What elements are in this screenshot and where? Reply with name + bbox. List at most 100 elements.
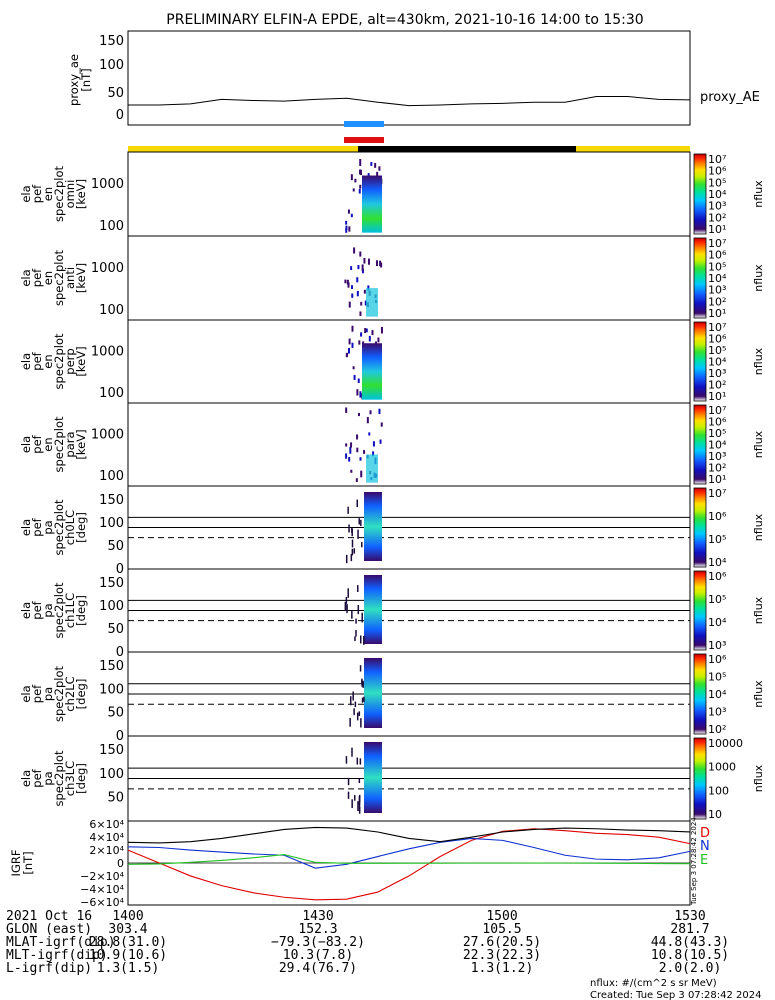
spec-panel-5-ylabel-0: ela xyxy=(19,602,33,619)
proxy-ytick-50: 50 xyxy=(107,86,124,101)
spec-panel-5-ytick-3: 0 xyxy=(116,645,124,660)
igrf-legend-d: D xyxy=(700,826,710,841)
igrf-legend-e: E xyxy=(700,853,708,868)
spec-panel-1-pixel xyxy=(351,293,354,298)
spec-panel-3-pixel xyxy=(356,434,359,440)
spec-panel-3-cbar-tick-4: 10³ xyxy=(708,450,726,463)
spec-panel-1-pixel xyxy=(379,260,382,267)
spec-panel-3-pixel xyxy=(368,432,371,436)
spec-panel-7-colorbar xyxy=(693,737,707,820)
spec-panel-2-ylabel-1: pef xyxy=(30,351,44,370)
footer-row-3-value-0: 10.9(10.6) xyxy=(89,948,167,963)
spec-panel-3-pixel xyxy=(356,447,359,453)
spec-panel-1-pixel xyxy=(350,266,353,271)
spec-panel-2-pixel xyxy=(368,335,371,342)
zone-bar-yellow-left xyxy=(128,146,358,152)
spec-panel-4-ytick-0: 150 xyxy=(99,493,124,508)
spec-panel-1-pixel xyxy=(380,262,383,268)
proxy-ae-panel: 150 100 50 0 proxy_ae [nT] proxy_AE xyxy=(67,30,760,126)
spec-panel-3-pixel xyxy=(366,417,369,424)
spec-panel-2-cbar-tick-6: 10¹ xyxy=(708,390,726,403)
footer-row-4-label: L-igrf(dip) xyxy=(6,961,92,976)
spec-panel-0-cbar-tick-4: 10³ xyxy=(708,200,726,213)
spec-panel-4-pixel xyxy=(345,554,348,564)
spec-panel-0-pixel xyxy=(345,220,348,225)
spec-panel-0-cbar-tick-3: 10⁴ xyxy=(708,188,727,201)
spec-panel-5-pixel xyxy=(345,596,348,604)
footer-row-3-value-1: 10.3(7.8) xyxy=(283,948,353,963)
spec-panel-0-pixel xyxy=(359,184,362,189)
spec-panel-4-ylabel-2: pa xyxy=(41,520,55,534)
spec-panel-3-pixel xyxy=(369,410,372,415)
spec-panel-3-pixel xyxy=(379,439,382,444)
spec-panel-3-pixel xyxy=(348,456,351,462)
spec-panel-0-flux-block xyxy=(362,175,382,233)
spec-panel-0-ytick-0: 1000 xyxy=(91,177,124,192)
spec-panel-3-cbar-tick-3: 10⁴ xyxy=(708,439,727,452)
spec-panel-5-flux-blob xyxy=(364,575,382,644)
marker-red xyxy=(344,137,384,143)
spec-panel-6-pixel xyxy=(361,678,363,685)
spec-panel-1-pixel xyxy=(359,311,362,316)
proxy-ae-legend: proxy_AE xyxy=(700,90,760,105)
footer-row-3-label: MLT-igrf(dip) xyxy=(6,948,108,963)
figure-title: PRELIMINARY ELFIN-A EPDE, alt=430km, 202… xyxy=(166,12,643,28)
spec-panel-0-cbar-tick-6: 10¹ xyxy=(708,223,726,236)
igrf-line-e xyxy=(127,854,691,865)
spec-panel-3-pixel xyxy=(345,443,348,447)
spec-panel-2-ytick-0: 1000 xyxy=(91,345,124,360)
spec-panel-3-flux-block xyxy=(366,454,378,483)
footer-row-2-value-3: 44.8(43.3) xyxy=(651,935,729,950)
spec-panel-7-pixel xyxy=(347,777,350,786)
spec-panel-5-colorbar xyxy=(693,570,707,651)
spec-panel-7-cbar-tick-1: 1000 xyxy=(708,761,736,774)
spec-panel-4-ytick-1: 100 xyxy=(99,516,124,531)
spec-panel-7-pixel xyxy=(345,756,348,764)
spec-panel-7-cbar-tick-2: 100 xyxy=(708,784,729,797)
spec-panel-0-pixel xyxy=(358,188,361,194)
spec-panel-2-ylabel-5: [keV] xyxy=(74,346,88,376)
spec-panel-7-cbar-label: nflux xyxy=(752,764,765,792)
spec-panel-2-pixel xyxy=(364,328,367,334)
footer-row-4-value-1: 29.4(76.7) xyxy=(279,961,357,976)
spec-panel-7-ylabel-5: [deg] xyxy=(74,763,88,794)
spec-panel-6-pixel xyxy=(349,717,351,727)
spec-panel-0-pixel xyxy=(374,163,377,168)
zone-bar-black xyxy=(358,146,576,152)
spec-panel-5-ytick-1: 100 xyxy=(99,599,124,614)
spec-panel-7-pixel xyxy=(358,778,361,784)
spec-panel-3-pixel xyxy=(350,442,353,448)
spec-panel-7-pixel xyxy=(347,791,350,799)
spec-panel-6-pixel xyxy=(360,718,362,728)
spec-panel-0-pixel xyxy=(370,162,373,166)
spec-panel-2-pixel xyxy=(358,340,361,345)
spec-panel-4-pixel xyxy=(351,539,354,548)
spec-panel-2-pixel xyxy=(371,330,374,336)
proxy-ylabel-name: proxy_ae xyxy=(67,54,81,106)
spec-panel-0-pixel xyxy=(376,171,379,179)
footer-row-1-value-2: 105.5 xyxy=(482,922,521,937)
spec-panel-6-pixel xyxy=(349,696,352,706)
spec-panel-1-pixel xyxy=(347,282,350,288)
spec-panel-4-pixel xyxy=(358,518,360,525)
spec-panel-1-pixel xyxy=(361,264,364,271)
spec-panel-7-ytick-0: 150 xyxy=(99,743,124,758)
spec-panel-2-cbar-label: nflux xyxy=(752,347,765,375)
spec-panel-1-pixel xyxy=(357,265,360,270)
zone-bar-yellow-right xyxy=(576,146,690,152)
spec-panel-7-ylabel-4: ch3LC xyxy=(63,761,77,796)
spec-panel-1-pixel xyxy=(367,285,370,291)
footer-row-4-value-0: 1.3(1.5) xyxy=(97,961,160,976)
spec-panel-1-pixel xyxy=(350,285,353,290)
spec-panel-7-pixel xyxy=(357,801,359,812)
spec-panel-1-cbar-tick-5: 10² xyxy=(708,295,726,308)
spec-panel-6-cbar-label: nflux xyxy=(752,680,765,708)
spec-panel-1-ylabel-0: ela xyxy=(19,269,33,286)
spec-panel-6-pixel xyxy=(352,691,354,701)
spec-panel-0-pixel xyxy=(348,226,351,232)
spec-panel-1-cbar-tick-6: 10¹ xyxy=(708,307,726,320)
proxy-ylabel-unit: [nT] xyxy=(79,68,93,91)
spec-panel-0-pixel xyxy=(378,166,381,171)
spec-panel-7-flux-blob xyxy=(364,742,382,813)
